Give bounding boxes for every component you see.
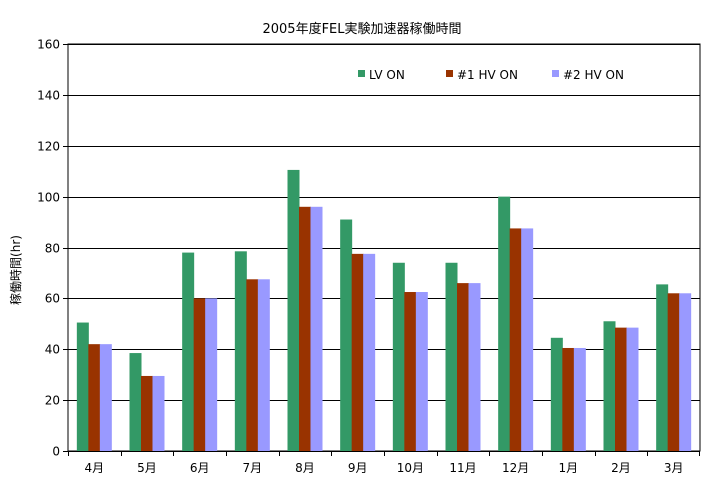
- bar-1: [392, 262, 405, 451]
- bar-1: [656, 284, 669, 451]
- legend-label: #1 HV ON: [457, 68, 518, 82]
- legend-label: #2 HV ON: [563, 68, 624, 82]
- legend: LV ON #1 HV ON #2 HV ON: [358, 68, 624, 82]
- bar-2: [299, 206, 311, 451]
- bar-2: [667, 293, 680, 451]
- bar-3: [257, 279, 270, 451]
- bar-2: [246, 279, 259, 451]
- bar-3: [573, 347, 586, 451]
- bar-1: [234, 251, 247, 451]
- chart-title: 2005年度FEL実験加速器稼働時間: [262, 21, 461, 37]
- legend-swatch: [446, 70, 453, 77]
- y-tick-label: 80: [45, 242, 60, 256]
- x-tick-label: 5月: [137, 461, 157, 475]
- bar-3: [626, 327, 639, 451]
- bar-2: [457, 283, 469, 451]
- bars: [76, 169, 692, 451]
- bar-2: [509, 228, 522, 451]
- y-tick-label: 120: [37, 140, 60, 154]
- y-tick-label: 40: [45, 343, 60, 357]
- bar-1: [603, 321, 616, 451]
- axes: 0 20 40 60 80 100 120 140 160 4月 5月 6月 7月 8月 9月 10月 11月 1…: [37, 38, 700, 475]
- y-tick-label: 100: [37, 191, 60, 205]
- bar-2: [615, 327, 627, 451]
- x-tick-label: 12月: [502, 461, 529, 475]
- y-tick-label: 60: [45, 292, 60, 306]
- x-tick-label: 10月: [397, 461, 424, 475]
- y-tick-label: 20: [45, 394, 60, 408]
- x-tick-label: 8月: [295, 461, 315, 475]
- bar-3: [152, 375, 165, 451]
- x-tick-label: 1月: [559, 461, 579, 475]
- legend-swatch: [358, 70, 365, 77]
- legend-label: LV ON: [369, 68, 405, 82]
- x-tick-label: 4月: [85, 461, 105, 475]
- x-tick-label: 9月: [348, 461, 368, 475]
- bar-2: [351, 253, 364, 451]
- bar-3: [679, 293, 692, 451]
- bar-1: [498, 196, 511, 451]
- plot-area: [67, 43, 701, 452]
- x-tick-label: 2月: [611, 461, 631, 475]
- bar-3: [310, 206, 323, 451]
- bar-3: [468, 283, 481, 451]
- x-tick-label: 11月: [449, 461, 476, 475]
- bar-1: [445, 262, 458, 451]
- bar-2: [404, 292, 417, 451]
- y-axis-label: 稼働時間(hr): [8, 235, 23, 305]
- bar-1: [76, 322, 89, 451]
- bar-3: [415, 292, 428, 451]
- x-tick-label: 7月: [243, 461, 263, 475]
- bar-1: [182, 252, 195, 451]
- bar-3: [99, 344, 112, 451]
- bar-1: [287, 169, 300, 451]
- bar-1: [129, 353, 142, 451]
- y-tick-label: 140: [37, 89, 60, 103]
- bar-1: [550, 337, 563, 451]
- x-tick-label: 6月: [190, 461, 210, 475]
- bar-2: [562, 347, 575, 451]
- bar-2: [88, 344, 101, 451]
- gridlines: [67, 43, 701, 452]
- bar-2: [141, 375, 153, 451]
- legend-swatch: [552, 70, 559, 77]
- x-tick-label: 3月: [664, 461, 684, 475]
- bar-3: [521, 228, 534, 451]
- bar-1: [340, 219, 353, 451]
- bar-3: [363, 253, 376, 451]
- y-tick-label: 160: [37, 38, 60, 52]
- bar-2: [193, 298, 206, 451]
- y-tick-label: 0: [52, 445, 60, 459]
- bar-3: [205, 298, 218, 451]
